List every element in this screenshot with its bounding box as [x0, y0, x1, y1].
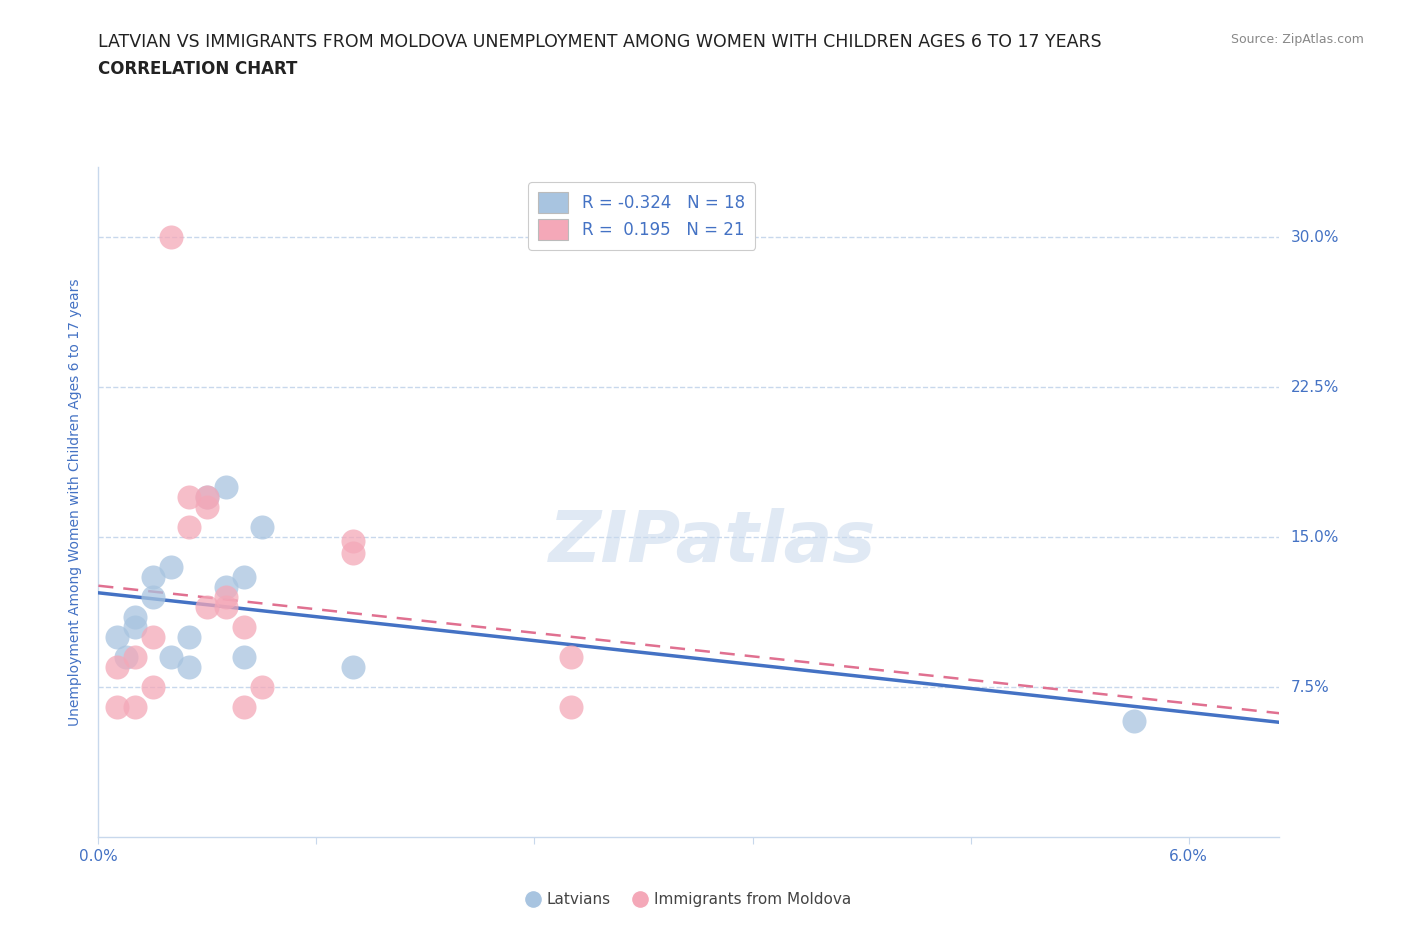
Point — [179, 659, 201, 674]
Point — [342, 534, 364, 549]
Point — [124, 619, 146, 634]
Point — [232, 699, 254, 714]
Text: 22.5%: 22.5% — [1291, 379, 1339, 394]
Text: 15.0%: 15.0% — [1291, 530, 1339, 545]
Point — [105, 699, 128, 714]
Point — [214, 480, 236, 495]
Text: CORRELATION CHART: CORRELATION CHART — [98, 60, 298, 78]
Y-axis label: Unemployment Among Women with Children Ages 6 to 17 years: Unemployment Among Women with Children A… — [69, 278, 83, 726]
Point — [214, 600, 236, 615]
Point — [124, 650, 146, 665]
Point — [179, 490, 201, 505]
Point — [114, 650, 136, 665]
Point — [560, 699, 582, 714]
Point — [197, 499, 219, 514]
Point — [232, 619, 254, 634]
Text: Source: ZipAtlas.com: Source: ZipAtlas.com — [1230, 33, 1364, 46]
Point — [142, 590, 165, 604]
Point — [179, 520, 201, 535]
Point — [560, 650, 582, 665]
Point — [197, 490, 219, 505]
Point — [250, 680, 273, 695]
Text: LATVIAN VS IMMIGRANTS FROM MOLDOVA UNEMPLOYMENT AMONG WOMEN WITH CHILDREN AGES 6: LATVIAN VS IMMIGRANTS FROM MOLDOVA UNEMP… — [98, 33, 1102, 50]
Point — [232, 650, 254, 665]
Point — [142, 680, 165, 695]
Text: ZIPatlas: ZIPatlas — [548, 508, 876, 577]
Text: 7.5%: 7.5% — [1291, 680, 1329, 695]
Point — [342, 546, 364, 561]
Point — [105, 659, 128, 674]
Point — [179, 630, 201, 644]
Point — [1123, 713, 1146, 728]
Point — [142, 570, 165, 585]
Point — [124, 699, 146, 714]
Point — [232, 570, 254, 585]
Point — [124, 610, 146, 625]
Point — [105, 630, 128, 644]
Point — [142, 630, 165, 644]
Point — [160, 560, 183, 575]
Text: 30.0%: 30.0% — [1291, 230, 1339, 245]
Point — [250, 520, 273, 535]
Legend: Latvians, Immigrants from Moldova: Latvians, Immigrants from Moldova — [520, 886, 858, 913]
Point — [160, 650, 183, 665]
Point — [214, 590, 236, 604]
Point — [342, 659, 364, 674]
Point — [197, 490, 219, 505]
Legend: R = -0.324   N = 18, R =  0.195   N = 21: R = -0.324 N = 18, R = 0.195 N = 21 — [529, 182, 755, 250]
Point — [214, 579, 236, 594]
Point — [197, 600, 219, 615]
Point — [160, 230, 183, 245]
